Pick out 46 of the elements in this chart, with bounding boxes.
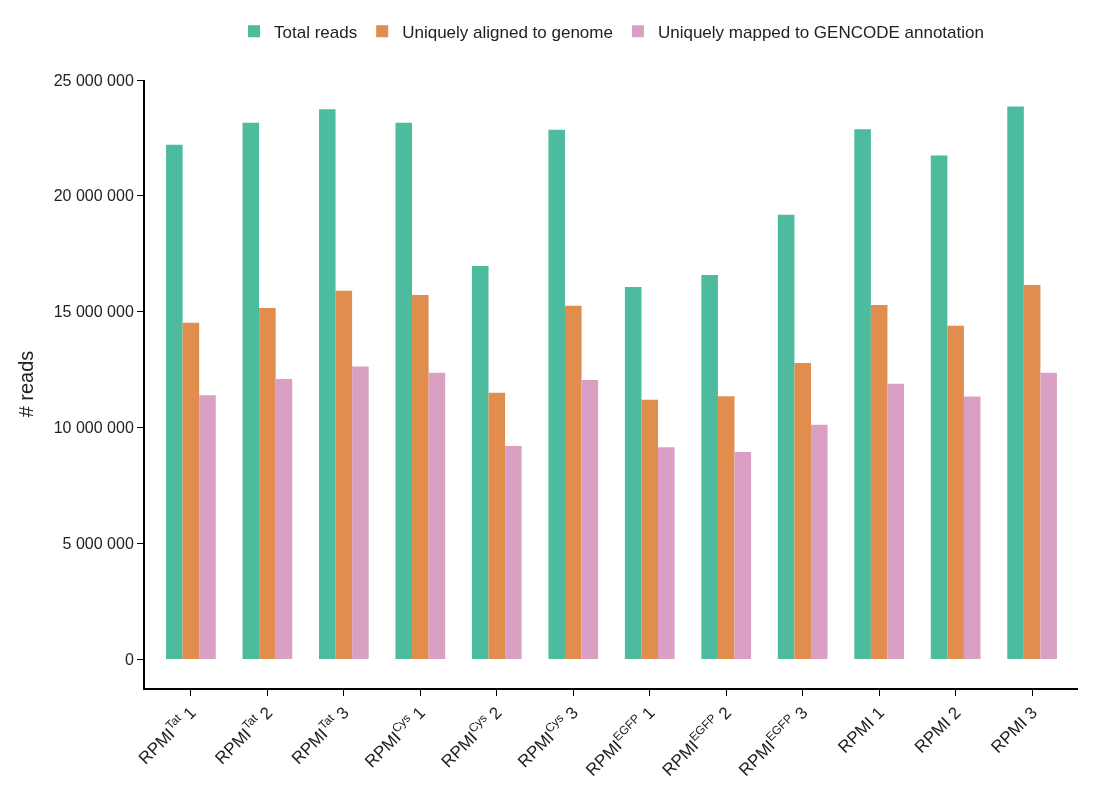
bar (701, 275, 718, 660)
bar (641, 399, 659, 660)
bar (428, 372, 446, 660)
bar (412, 294, 429, 660)
bar (318, 109, 336, 660)
bar (777, 214, 795, 660)
bar (854, 129, 871, 660)
bar (624, 287, 642, 660)
bar (717, 396, 735, 660)
bar (1023, 284, 1041, 660)
y-tick-label: 20 000 000 (53, 187, 134, 205)
bar (259, 307, 276, 660)
legend-label: Total reads (274, 22, 358, 42)
bar (275, 379, 293, 660)
legend-label: Uniquely mapped to GENCODE annotation (657, 22, 984, 42)
y-tick-label: 5 000 000 (62, 534, 134, 552)
bar (182, 322, 200, 660)
bar (870, 304, 888, 660)
bar (1040, 372, 1057, 660)
bar (581, 379, 599, 660)
bar (471, 265, 489, 660)
bar (734, 451, 752, 660)
bar (335, 290, 353, 660)
bar (794, 363, 811, 660)
bar (947, 325, 964, 660)
bar (564, 305, 582, 660)
bar (166, 144, 183, 660)
bar (488, 392, 506, 660)
bar (548, 129, 565, 660)
bar (887, 383, 905, 660)
bar (810, 424, 828, 660)
y-tick-label: 0 (124, 650, 134, 668)
bar (199, 395, 216, 660)
y-tick-label: 25 000 000 (53, 71, 134, 89)
bar (1007, 106, 1024, 660)
legend-label: Uniquely aligned to genome (402, 22, 613, 42)
bar (963, 396, 981, 660)
bar (242, 122, 260, 660)
y-axis-title: # reads (14, 350, 37, 418)
y-tick-label: 10 000 000 (53, 419, 134, 437)
bar (658, 447, 675, 660)
bar (930, 155, 948, 660)
bar (395, 122, 413, 660)
bar (505, 445, 522, 660)
bar (352, 366, 369, 660)
y-tick-label: 15 000 000 (53, 303, 134, 321)
